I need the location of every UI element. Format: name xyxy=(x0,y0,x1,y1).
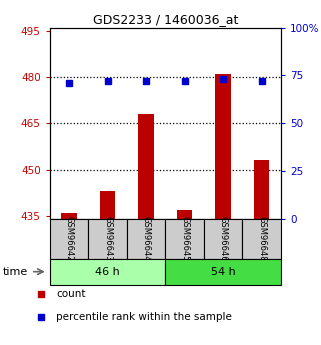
Bar xyxy=(138,114,154,219)
Text: time: time xyxy=(3,267,29,277)
Bar xyxy=(50,219,88,259)
Text: GSM96645: GSM96645 xyxy=(180,216,189,262)
Bar xyxy=(242,219,281,259)
Title: GDS2233 / 1460036_at: GDS2233 / 1460036_at xyxy=(93,13,238,27)
Text: GSM96642: GSM96642 xyxy=(65,216,74,262)
Text: GSM96643: GSM96643 xyxy=(103,216,112,262)
Bar xyxy=(61,213,77,219)
Text: 46 h: 46 h xyxy=(95,267,120,277)
Bar xyxy=(215,74,231,219)
Bar xyxy=(50,259,165,285)
Text: count: count xyxy=(56,289,85,299)
Text: GSM96646: GSM96646 xyxy=(219,216,228,262)
Text: 54 h: 54 h xyxy=(211,267,236,277)
Bar xyxy=(177,210,192,219)
Text: GSM96648: GSM96648 xyxy=(257,216,266,262)
Text: GSM96644: GSM96644 xyxy=(142,216,151,262)
Bar xyxy=(254,160,269,219)
Bar xyxy=(204,219,242,259)
Text: percentile rank within the sample: percentile rank within the sample xyxy=(56,312,232,322)
Bar xyxy=(127,219,165,259)
Bar xyxy=(100,191,115,219)
Bar xyxy=(165,259,281,285)
Bar xyxy=(88,219,127,259)
Bar xyxy=(165,219,204,259)
